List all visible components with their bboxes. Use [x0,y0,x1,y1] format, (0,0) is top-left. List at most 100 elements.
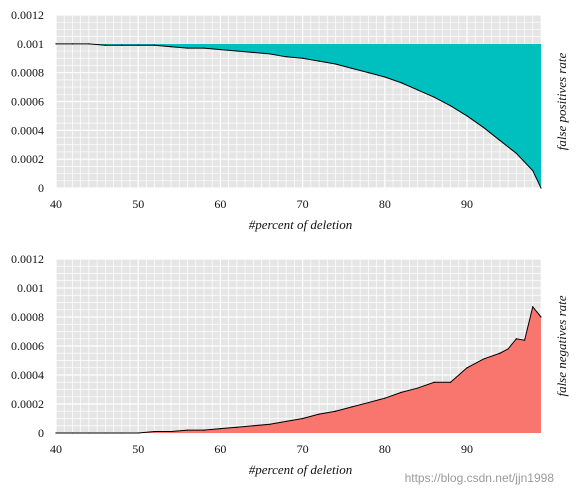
data-point [532,170,534,172]
y-tick-label: 0.0002 [11,152,44,166]
y-tick-label: 0.0012 [11,252,44,266]
y-tick-label: 0.0012 [11,8,44,22]
y-axis-label: false positives rate [554,53,569,151]
data-point [384,76,386,78]
data-point [55,43,57,45]
data-point [334,410,337,412]
y-tick-label: 0 [38,426,44,440]
y-tick-label: 0.0006 [11,95,44,109]
data-point [71,432,74,434]
data-point [482,126,485,129]
false-negatives-panel: 0 0.0002 0.0004 0.0006 0.0008 0.001 0.0012 40 50… [11,252,569,477]
data-point [515,338,517,340]
data-point [71,43,74,45]
x-axis-label: #percent of deletion [249,462,353,477]
data-point [515,152,517,154]
x-tick-label: 80 [379,197,391,211]
data-point [351,406,353,408]
data-point [55,432,57,434]
data-point [367,72,369,74]
data-point [236,50,238,52]
data-point [88,432,90,434]
data-point [154,430,156,433]
y-tick-label: 0.0008 [11,66,44,80]
data-point [334,63,337,65]
data-point [449,381,452,383]
data-point [384,397,386,399]
data-point [540,316,542,318]
data-point [154,44,156,46]
data-point [137,44,139,46]
x-tick-label: 90 [461,442,473,456]
data-point [88,43,90,45]
data-point [269,53,271,55]
data-point [433,96,435,98]
y-tick-label: 0.0002 [11,397,44,411]
y-tick-label: 0 [38,181,44,195]
data-point [252,51,254,54]
data-point [236,426,238,428]
data-point [121,44,123,46]
x-tick-label: 60 [214,197,226,211]
data-point [499,352,501,354]
data-point [507,348,509,350]
data-point [466,367,468,369]
y-tick-label: 0.001 [17,37,44,51]
x-tick-label: 70 [297,197,309,211]
data-points [55,43,542,189]
data-point [400,391,402,393]
data-point [523,339,526,341]
data-point [318,60,320,62]
x-tick-label: 50 [132,442,144,456]
x-tick-label: 80 [379,442,391,456]
y-tick-label: 0.0008 [11,310,44,324]
data-point [285,420,287,422]
x-tick-label: 40 [50,197,62,211]
data-point [540,187,542,189]
data-point [186,47,189,49]
area-fill [56,43,541,189]
data-point [351,67,353,69]
watermark: https://blog.csdn.net/jjn1998 [405,471,555,485]
data-point [532,306,534,308]
data-point [466,115,468,117]
x-tick-label: 70 [297,442,309,456]
data-point [219,49,222,51]
data-point [121,432,123,434]
y-axis-label: false negatives rate [554,295,569,396]
data-point [269,423,271,425]
data-point [170,430,172,433]
data-point [285,56,287,58]
data-point [137,432,139,434]
data-point [400,82,402,84]
data-point [499,139,501,142]
y-tick-label: 0.0006 [11,339,44,353]
data-point [104,432,106,434]
data-point [367,401,369,404]
data-point [104,44,106,46]
data-point [170,46,172,48]
x-tick-label: 60 [214,442,226,456]
data-point [482,358,485,360]
data-point [417,387,419,389]
data-point [219,428,222,430]
y-tick-label: 0.0004 [11,368,44,382]
data-point [318,413,320,415]
data-point [433,381,435,383]
data-point [203,47,205,49]
x-tick-label: 50 [132,197,144,211]
data-point [252,425,254,427]
data-point [203,429,205,431]
y-tick-label: 0.001 [17,281,44,295]
area-fill [56,306,541,433]
data-point [302,417,304,420]
data-points [55,306,542,434]
x-tick-label: 90 [461,197,473,211]
data-point [302,57,304,59]
data-point [417,89,419,91]
false-positives-panel: 0 0.0002 0.0004 0.0006 0.0008 0.001 0.0012 40 50… [11,8,569,232]
data-point [449,105,452,107]
y-tick-label: 0.0004 [11,123,44,137]
data-point [186,429,189,431]
